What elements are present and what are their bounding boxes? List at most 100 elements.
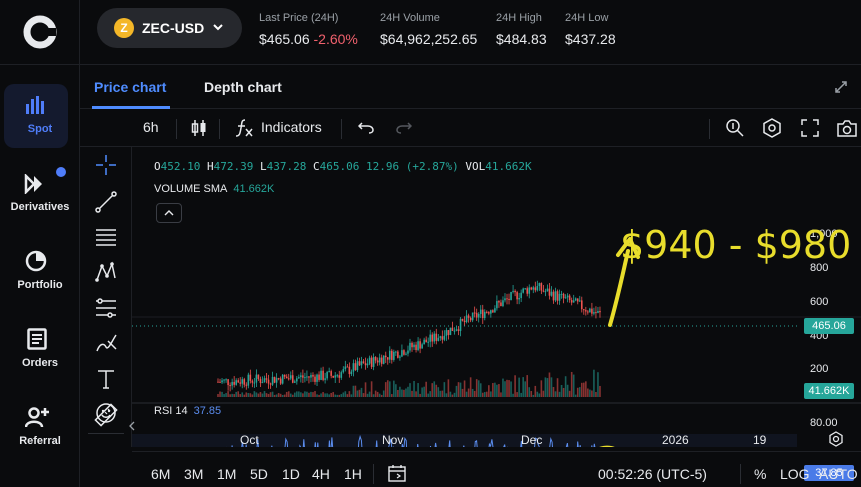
candle-body	[263, 378, 266, 383]
candle-body	[294, 381, 296, 383]
log-scale-toggle[interactable]: LOG	[780, 466, 810, 482]
candlestick-plot[interactable]	[132, 147, 861, 447]
volume-bar	[481, 392, 484, 397]
volume-bar	[550, 377, 553, 397]
range-3m[interactable]: 3M	[184, 466, 204, 482]
fib-tool-icon[interactable]	[94, 296, 118, 320]
nav-item-referral[interactable]: Referral	[0, 404, 80, 470]
candle-body	[518, 297, 520, 300]
volume-bar	[425, 381, 427, 397]
candle-body	[599, 310, 601, 313]
candle-body	[461, 318, 464, 321]
candle-body	[490, 310, 492, 314]
nav-item-derivatives[interactable]: Derivatives	[0, 166, 80, 232]
auto-scale-toggle[interactable]: AUTO	[819, 466, 858, 482]
volume-bar	[477, 380, 480, 397]
close-label: C	[313, 160, 320, 173]
trend-line-icon[interactable]	[94, 190, 118, 214]
candle-body	[326, 371, 328, 379]
volume-bar	[253, 391, 256, 397]
range-1m[interactable]: 1M	[217, 466, 237, 482]
nav-item-spot[interactable]: Spot	[0, 82, 80, 148]
candle-body	[552, 291, 555, 301]
nav-item-portfolio[interactable]: Portfolio	[0, 246, 80, 312]
interval-selector[interactable]: 6h	[143, 119, 159, 135]
candle-body	[267, 379, 270, 384]
camera-icon[interactable]	[837, 119, 857, 137]
volume-bar	[356, 390, 359, 397]
vol-label: VOL	[465, 160, 486, 173]
volume-bar	[279, 393, 282, 397]
settings-gear-icon[interactable]	[828, 431, 844, 447]
tab-depth-chart[interactable]: Depth chart	[204, 79, 282, 95]
redo-icon[interactable]	[396, 122, 412, 134]
tab-price-chart[interactable]: Price chart	[94, 79, 167, 95]
brush-icon[interactable]	[94, 331, 118, 355]
nav-item-orders[interactable]: Orders	[0, 326, 80, 392]
pattern-icon[interactable]	[94, 260, 118, 284]
range-5d[interactable]: 5D	[250, 466, 268, 482]
collapse-legend-button[interactable]	[156, 203, 182, 223]
rsi-label: RSI 14	[154, 405, 188, 417]
volume-bar	[530, 390, 533, 397]
candle-body	[318, 374, 320, 380]
volume-bar	[275, 394, 278, 397]
range-4h[interactable]: 4H	[312, 466, 330, 482]
text-tool-icon[interactable]	[94, 367, 118, 391]
pair-selector[interactable]: Z ZEC-USD	[97, 8, 242, 48]
candle-body	[289, 375, 292, 379]
candle-body	[435, 333, 438, 341]
volume-bar	[298, 391, 300, 397]
candle-body	[550, 291, 553, 296]
candle-body	[393, 351, 395, 360]
candle-body	[298, 377, 300, 379]
range-1h[interactable]: 1H	[344, 466, 362, 482]
coinbase-logo[interactable]	[22, 14, 58, 50]
volume-bar	[439, 390, 442, 397]
drawing-tools	[80, 147, 132, 447]
volume-bar	[548, 372, 551, 397]
candle-body	[407, 350, 409, 354]
undo-icon[interactable]	[358, 122, 374, 134]
zcash-coin-icon: Z	[114, 18, 134, 38]
rsi-axis-label: 80.00	[810, 417, 838, 429]
candlestick-icon[interactable]	[191, 119, 207, 137]
settings-icon[interactable]	[762, 118, 782, 138]
candle-body	[304, 377, 306, 379]
volume-bar	[542, 390, 545, 397]
active-tab-indicator	[92, 106, 170, 109]
candle-body	[534, 287, 537, 291]
candle-body	[504, 298, 506, 301]
collapse-tools-icon[interactable]	[128, 421, 136, 431]
calendar-icon[interactable]	[388, 464, 406, 482]
candle-body	[382, 355, 385, 364]
candle-body	[380, 357, 383, 364]
volume-bar	[449, 391, 452, 397]
volume-bar	[502, 378, 504, 397]
candle-body	[291, 375, 294, 383]
crosshair-icon[interactable]	[94, 153, 118, 177]
function-icon[interactable]	[235, 118, 253, 138]
volume-bar	[249, 393, 252, 397]
candle-body	[587, 311, 589, 313]
volume-bar	[570, 371, 573, 397]
chart-tabs: Price chart Depth chart	[80, 65, 861, 109]
candle-body	[338, 375, 341, 378]
price-chart-area[interactable]: O452.10 H472.39 L437.28 C465.06 12.96 (+…	[132, 147, 861, 481]
price-axis-label: 600	[810, 296, 829, 308]
ruler-icon[interactable]	[94, 403, 118, 427]
pair-name: ZEC-USD	[142, 20, 205, 36]
chart-panel: Price chart Depth chart 6h Indicators	[80, 64, 861, 487]
range-1d[interactable]: 1D	[282, 466, 300, 482]
percent-scale-toggle[interactable]: %	[754, 466, 767, 482]
fullscreen-icon[interactable]	[801, 119, 819, 137]
toolbar-divider	[709, 119, 710, 139]
candle-body	[439, 336, 442, 338]
range-6m[interactable]: 6M	[151, 466, 171, 482]
horizontal-lines-icon[interactable]	[94, 225, 118, 249]
volume-bar	[465, 391, 468, 397]
expand-icon[interactable]	[835, 81, 847, 93]
zoom-cursor-icon[interactable]	[725, 118, 745, 138]
document-icon	[27, 328, 47, 350]
indicators-button[interactable]: Indicators	[261, 119, 322, 135]
